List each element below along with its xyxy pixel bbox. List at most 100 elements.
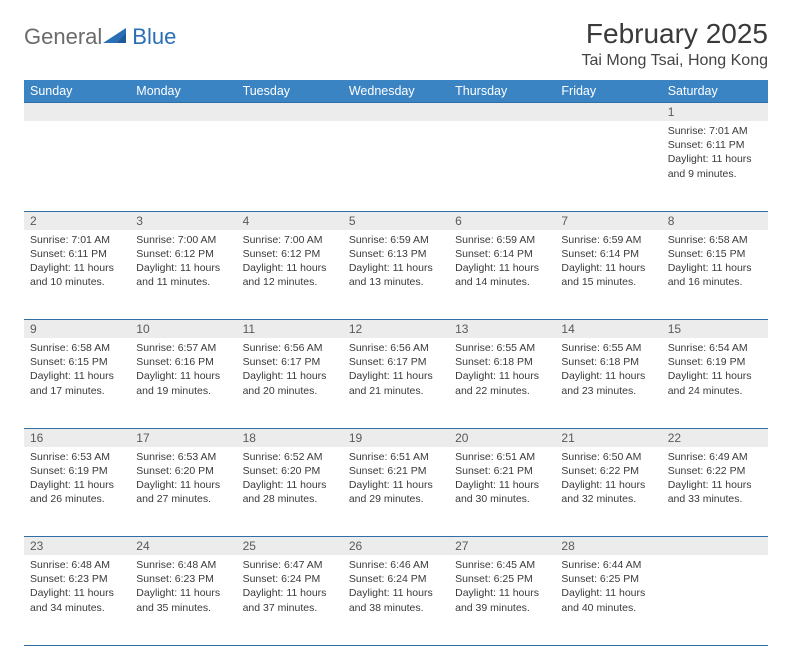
day-number-cell: 5 <box>343 211 449 230</box>
day-details: Sunrise: 6:59 AMSunset: 6:14 PMDaylight:… <box>449 230 555 295</box>
day-number-cell <box>343 103 449 122</box>
day-details: Sunrise: 6:51 AMSunset: 6:21 PMDaylight:… <box>449 447 555 512</box>
day-cell: Sunrise: 6:48 AMSunset: 6:23 PMDaylight:… <box>24 555 130 645</box>
day-number-cell <box>662 537 768 556</box>
weekday-header: Tuesday <box>237 80 343 103</box>
day-number-cell: 1 <box>662 103 768 122</box>
day-number-cell: 24 <box>130 537 236 556</box>
brand-part2: Blue <box>132 24 176 50</box>
day-cell: Sunrise: 6:47 AMSunset: 6:24 PMDaylight:… <box>237 555 343 645</box>
day-number-row: 9101112131415 <box>24 320 768 339</box>
day-details: Sunrise: 6:53 AMSunset: 6:19 PMDaylight:… <box>24 447 130 512</box>
day-cell: Sunrise: 6:58 AMSunset: 6:15 PMDaylight:… <box>662 230 768 320</box>
month-title: February 2025 <box>582 18 768 50</box>
day-number-cell: 10 <box>130 320 236 339</box>
day-number-cell: 6 <box>449 211 555 230</box>
day-details: Sunrise: 6:55 AMSunset: 6:18 PMDaylight:… <box>449 338 555 403</box>
day-number-cell: 21 <box>555 428 661 447</box>
weekday-header: Monday <box>130 80 236 103</box>
day-details: Sunrise: 6:48 AMSunset: 6:23 PMDaylight:… <box>24 555 130 620</box>
day-details: Sunrise: 6:59 AMSunset: 6:13 PMDaylight:… <box>343 230 449 295</box>
weekday-header: Sunday <box>24 80 130 103</box>
day-details: Sunrise: 6:57 AMSunset: 6:16 PMDaylight:… <box>130 338 236 403</box>
day-number-cell: 2 <box>24 211 130 230</box>
day-number-row: 2345678 <box>24 211 768 230</box>
day-details: Sunrise: 6:50 AMSunset: 6:22 PMDaylight:… <box>555 447 661 512</box>
day-number-row: 1 <box>24 103 768 122</box>
day-number-cell: 11 <box>237 320 343 339</box>
day-number-row: 16171819202122 <box>24 428 768 447</box>
day-details: Sunrise: 6:54 AMSunset: 6:19 PMDaylight:… <box>662 338 768 403</box>
day-details: Sunrise: 6:44 AMSunset: 6:25 PMDaylight:… <box>555 555 661 620</box>
day-details: Sunrise: 6:53 AMSunset: 6:20 PMDaylight:… <box>130 447 236 512</box>
day-details: Sunrise: 6:51 AMSunset: 6:21 PMDaylight:… <box>343 447 449 512</box>
day-cell: Sunrise: 7:01 AMSunset: 6:11 PMDaylight:… <box>662 121 768 211</box>
day-number-cell: 19 <box>343 428 449 447</box>
week-row: Sunrise: 7:01 AMSunset: 6:11 PMDaylight:… <box>24 121 768 211</box>
weekday-header-row: Sunday Monday Tuesday Wednesday Thursday… <box>24 80 768 103</box>
day-number-row: 232425262728 <box>24 537 768 556</box>
day-details: Sunrise: 6:59 AMSunset: 6:14 PMDaylight:… <box>555 230 661 295</box>
brand-part1: General <box>24 24 102 50</box>
day-cell: Sunrise: 6:50 AMSunset: 6:22 PMDaylight:… <box>555 447 661 537</box>
day-number-cell: 7 <box>555 211 661 230</box>
title-block: February 2025 Tai Mong Tsai, Hong Kong <box>582 18 768 70</box>
weekday-header: Wednesday <box>343 80 449 103</box>
day-cell: Sunrise: 7:00 AMSunset: 6:12 PMDaylight:… <box>130 230 236 320</box>
day-number-cell: 23 <box>24 537 130 556</box>
weekday-header: Thursday <box>449 80 555 103</box>
day-cell <box>555 121 661 211</box>
day-cell: Sunrise: 6:59 AMSunset: 6:13 PMDaylight:… <box>343 230 449 320</box>
day-cell: Sunrise: 6:55 AMSunset: 6:18 PMDaylight:… <box>449 338 555 428</box>
day-cell: Sunrise: 6:58 AMSunset: 6:15 PMDaylight:… <box>24 338 130 428</box>
day-cell: Sunrise: 6:54 AMSunset: 6:19 PMDaylight:… <box>662 338 768 428</box>
day-cell: Sunrise: 6:59 AMSunset: 6:14 PMDaylight:… <box>555 230 661 320</box>
day-cell: Sunrise: 6:56 AMSunset: 6:17 PMDaylight:… <box>343 338 449 428</box>
day-number-cell: 20 <box>449 428 555 447</box>
day-number-cell: 15 <box>662 320 768 339</box>
day-number-cell: 26 <box>343 537 449 556</box>
day-cell: Sunrise: 6:55 AMSunset: 6:18 PMDaylight:… <box>555 338 661 428</box>
header: General Blue February 2025 Tai Mong Tsai… <box>24 18 768 70</box>
day-details: Sunrise: 6:49 AMSunset: 6:22 PMDaylight:… <box>662 447 768 512</box>
day-details: Sunrise: 6:46 AMSunset: 6:24 PMDaylight:… <box>343 555 449 620</box>
day-number-cell: 12 <box>343 320 449 339</box>
day-cell: Sunrise: 7:01 AMSunset: 6:11 PMDaylight:… <box>24 230 130 320</box>
day-details: Sunrise: 6:47 AMSunset: 6:24 PMDaylight:… <box>237 555 343 620</box>
day-number-cell: 16 <box>24 428 130 447</box>
weekday-header: Friday <box>555 80 661 103</box>
day-cell <box>343 121 449 211</box>
day-details: Sunrise: 6:55 AMSunset: 6:18 PMDaylight:… <box>555 338 661 403</box>
day-cell <box>237 121 343 211</box>
day-number-cell <box>237 103 343 122</box>
day-details: Sunrise: 6:56 AMSunset: 6:17 PMDaylight:… <box>343 338 449 403</box>
day-number-cell: 9 <box>24 320 130 339</box>
day-cell: Sunrise: 6:52 AMSunset: 6:20 PMDaylight:… <box>237 447 343 537</box>
day-cell <box>130 121 236 211</box>
day-cell: Sunrise: 6:44 AMSunset: 6:25 PMDaylight:… <box>555 555 661 645</box>
calendar-table: Sunday Monday Tuesday Wednesday Thursday… <box>24 80 768 646</box>
day-number-cell <box>555 103 661 122</box>
brand-triangle-icon <box>103 26 129 49</box>
day-details: Sunrise: 6:58 AMSunset: 6:15 PMDaylight:… <box>662 230 768 295</box>
day-cell <box>662 555 768 645</box>
day-cell: Sunrise: 6:51 AMSunset: 6:21 PMDaylight:… <box>343 447 449 537</box>
day-details: Sunrise: 6:45 AMSunset: 6:25 PMDaylight:… <box>449 555 555 620</box>
day-cell: Sunrise: 6:53 AMSunset: 6:20 PMDaylight:… <box>130 447 236 537</box>
day-number-cell: 22 <box>662 428 768 447</box>
day-details: Sunrise: 7:01 AMSunset: 6:11 PMDaylight:… <box>24 230 130 295</box>
day-cell: Sunrise: 6:45 AMSunset: 6:25 PMDaylight:… <box>449 555 555 645</box>
calendar-page: General Blue February 2025 Tai Mong Tsai… <box>0 0 792 658</box>
week-row: Sunrise: 6:58 AMSunset: 6:15 PMDaylight:… <box>24 338 768 428</box>
day-cell: Sunrise: 6:53 AMSunset: 6:19 PMDaylight:… <box>24 447 130 537</box>
week-row: Sunrise: 7:01 AMSunset: 6:11 PMDaylight:… <box>24 230 768 320</box>
day-number-cell: 27 <box>449 537 555 556</box>
week-row: Sunrise: 6:48 AMSunset: 6:23 PMDaylight:… <box>24 555 768 645</box>
day-cell: Sunrise: 7:00 AMSunset: 6:12 PMDaylight:… <box>237 230 343 320</box>
day-number-cell <box>24 103 130 122</box>
day-number-cell: 17 <box>130 428 236 447</box>
day-number-cell: 3 <box>130 211 236 230</box>
location: Tai Mong Tsai, Hong Kong <box>582 52 768 70</box>
day-number-cell: 13 <box>449 320 555 339</box>
day-cell <box>24 121 130 211</box>
